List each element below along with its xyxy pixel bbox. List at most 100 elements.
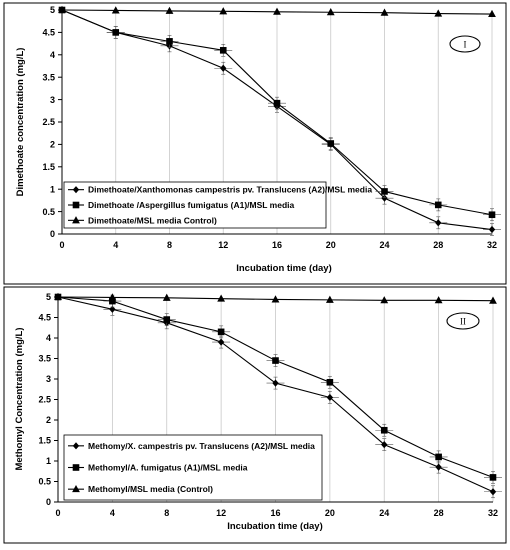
legend-entry: Methomyl/MSL media (Control) (68, 484, 213, 494)
x-tick-label: 0 (59, 240, 64, 250)
data-point (217, 328, 225, 336)
x-tick-label: 8 (167, 240, 172, 250)
x-tick-label: 0 (55, 508, 60, 518)
legend-entries: Methomy/X. campestris pv. Translucens (A… (63, 434, 323, 501)
legend-marker (72, 216, 80, 224)
y-tick-label: 3.5 (38, 354, 51, 364)
y-tick-label: 2.5 (38, 395, 51, 405)
panel-label: I (464, 40, 467, 50)
legend-marker (72, 464, 80, 471)
legend: Methomy/X. campestris pv. Translucens (A… (63, 434, 323, 501)
x-tick-label: 8 (164, 508, 169, 518)
x-tick-label: 12 (216, 508, 226, 518)
y-tick-label: 0.5 (42, 207, 55, 217)
data-point (326, 393, 334, 402)
y-tick-labels: 0 0.5 1 1.5 2 2.5 3 3.5 4 4.5 5 (38, 292, 51, 507)
data-point (435, 219, 442, 227)
legend-label: Dimethoate/Xanthomonas campestris pv. Tr… (88, 185, 372, 195)
data-point (326, 378, 334, 386)
legend-label: Methomy/X. campestris pv. Translucens (A… (88, 441, 315, 451)
legend-label: Methomyl/A. fumigatus (A1)/MSL media (88, 463, 248, 473)
data-point (108, 293, 117, 301)
data-point (217, 338, 225, 346)
x-tick-labels: 0 4 8 12 16 20 24 28 32 (59, 240, 497, 250)
data-point (272, 379, 279, 387)
legend-entries: Dimethoate/Xanthomonas campestris pv. Tr… (63, 181, 372, 229)
y-tick-label: 3.5 (42, 72, 55, 82)
data-point (219, 7, 228, 15)
legend-entry: Dimethoate/Xanthomonas campestris pv. Tr… (68, 185, 372, 195)
x-tick-label: 12 (218, 240, 228, 250)
legend-entry: Dimethoate/MSL media Control) (68, 215, 217, 225)
x-tick-label: 4 (110, 508, 115, 518)
data-point (163, 316, 171, 323)
y-tick-label: 1 (50, 184, 55, 194)
axes (54, 296, 493, 503)
data-point (166, 38, 173, 45)
x-tick-label: 28 (433, 240, 443, 250)
data-point (489, 488, 497, 496)
legend-marker (72, 186, 80, 194)
y-tick-label: 1.5 (42, 162, 55, 172)
y-tick-label: 3 (50, 95, 55, 105)
data-point (271, 295, 280, 303)
y-tick-labels: 0 0.5 1 1.5 2 2.5 3 3.5 4 4.5 5 (42, 5, 55, 239)
data-point (434, 9, 443, 17)
data-point (380, 296, 389, 304)
x-tick-label: 20 (325, 508, 335, 518)
y-tick-label: 4.5 (38, 313, 51, 323)
data-point (488, 211, 496, 219)
y-tick-label: 2.5 (42, 117, 55, 127)
data-point (380, 426, 388, 434)
y-tick-label: 3 (46, 374, 51, 384)
data-point (381, 441, 388, 449)
y-tick-label: 4.5 (42, 28, 55, 38)
legend-box (63, 181, 327, 229)
x-tick-label: 20 (326, 240, 336, 250)
y-tick-label: 2 (46, 415, 51, 425)
x-tick-label: 16 (270, 508, 280, 518)
data-point (272, 357, 279, 364)
panel-label: II (460, 317, 466, 327)
y-tick-label: 4 (46, 333, 51, 343)
y-tick-label: 1.5 (38, 436, 51, 446)
legend-label: Dimethoate /Aspergillus fumigatus (A1)/M… (88, 200, 295, 210)
data-point (219, 47, 227, 54)
y-tick-label: 0 (46, 497, 51, 507)
data-point (381, 188, 388, 195)
data-point (325, 295, 334, 303)
data-point (54, 292, 62, 300)
legend-entry: Methomy/X. campestris pv. Translucens (A… (68, 441, 315, 451)
y-axis-label: Methomyl Concentration (mg/L) (14, 327, 25, 470)
data-point (489, 474, 497, 481)
panel-frame (3, 2, 507, 285)
legend-entry: Dimethoate /Aspergillus fumigatus (A1)/M… (68, 200, 295, 210)
data-point (435, 463, 442, 471)
x-tick-label: 32 (487, 240, 497, 250)
data-point (488, 225, 496, 234)
y-axis-label: Dimethoate concentration (mg/L) (15, 48, 26, 197)
x-tick-label: 28 (434, 508, 444, 518)
legend-label: Dimethoate/MSL media Control) (88, 215, 217, 225)
panel-label-ellipse (449, 35, 481, 53)
x-tick-label: 24 (379, 240, 389, 250)
data-point (162, 293, 171, 301)
data-series (58, 5, 501, 236)
legend-marker (72, 442, 80, 450)
data-point (434, 201, 442, 209)
y-tick-label: 0 (50, 229, 55, 239)
data-point (111, 6, 120, 14)
x-axis-label: Incubation time (day) (236, 263, 332, 274)
axes (58, 9, 492, 235)
series-triangle (58, 5, 496, 18)
y-tick-label: 1 (46, 456, 51, 466)
data-point (380, 8, 389, 16)
data-point (112, 29, 120, 36)
data-point (58, 5, 66, 13)
x-tick-label: 4 (113, 240, 118, 250)
data-point (109, 305, 116, 313)
data-point (435, 453, 442, 461)
chart-panel-dimethoate: 0 4 8 12 16 20 24 28 32 0 0.5 1 1.5 2 2.5 3 3.5 4 4.5 5 In… (3, 2, 507, 285)
data-point (381, 194, 388, 202)
chart-panel-methomyl: 0 4 8 12 16 20 24 28 32 0 0.5 1 1.5 2 2.5 3 3.5 4 4.5 5 In… (3, 286, 507, 544)
